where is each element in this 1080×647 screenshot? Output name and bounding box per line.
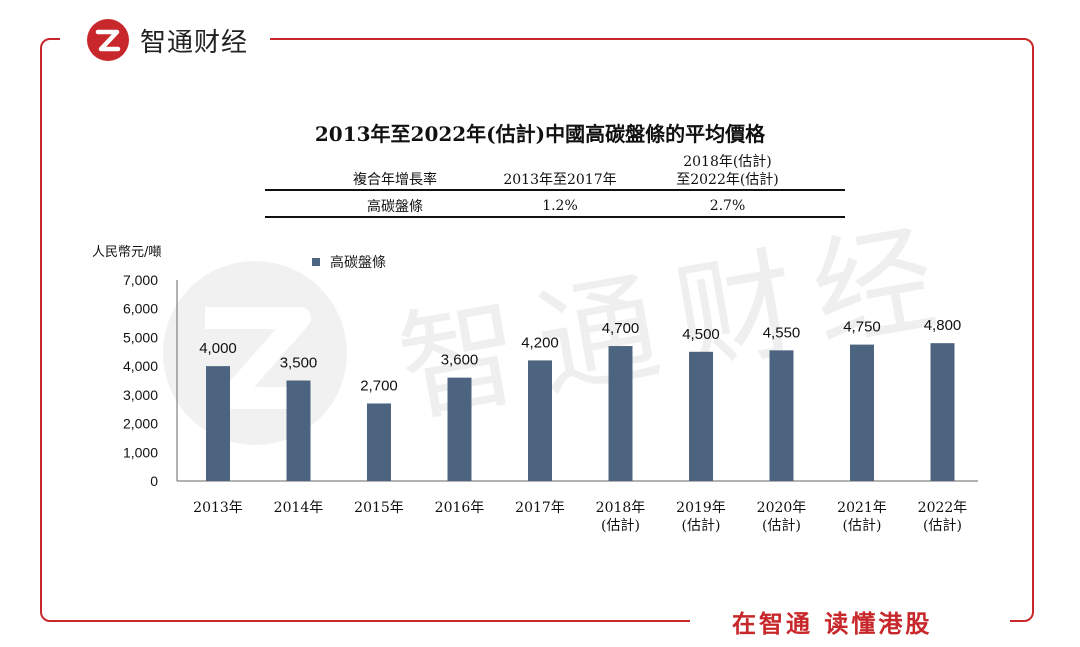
x-tick-label: 2014年 xyxy=(274,500,324,516)
bar xyxy=(206,366,230,481)
bar-value-label: 4,550 xyxy=(763,324,801,341)
bar xyxy=(447,377,472,481)
frame-gap-bottom xyxy=(690,610,1010,630)
bar-value-label: 4,800 xyxy=(924,317,962,334)
table-col2-header-line1: 2018年(估計) xyxy=(683,154,772,170)
table-rule-top xyxy=(265,189,845,191)
x-tick-label: (估計) xyxy=(843,518,882,534)
x-tick-label: (估計) xyxy=(682,518,721,534)
legend-label: 高碳盤條 xyxy=(330,255,386,271)
x-tick-label: (估計) xyxy=(601,518,640,534)
x-tick-label: 2020年 xyxy=(757,500,807,516)
x-tick-label: 2016年 xyxy=(435,500,485,516)
y-tick-label: 3,000 xyxy=(123,387,158,403)
bar-value-label: 4,000 xyxy=(199,340,237,357)
x-tick-label: 2013年 xyxy=(193,500,243,516)
bar xyxy=(528,360,552,481)
y-tick-label: 6,000 xyxy=(123,301,158,317)
table-col2-value: 2.7% xyxy=(709,198,746,214)
brand-slogan: 在智通 读懂港股 xyxy=(732,610,933,638)
chart-title: 2013年至2022年(估計)中國高碳盤條的平均價格 xyxy=(314,122,766,146)
x-tick-label: 2019年 xyxy=(676,500,726,516)
bar xyxy=(608,346,633,481)
card-frame xyxy=(40,38,1034,622)
bar xyxy=(769,350,794,481)
bar-value-label: 4,200 xyxy=(521,334,559,351)
bar xyxy=(367,403,391,481)
bar xyxy=(689,351,713,481)
x-tick-label: (估計) xyxy=(923,518,962,534)
bar xyxy=(286,380,311,481)
bar xyxy=(850,344,874,481)
x-tick-label: 2021年 xyxy=(837,500,887,516)
table-header-label: 複合年增長率 xyxy=(353,172,437,188)
y-tick-label: 4,000 xyxy=(123,358,158,374)
y-tick-label: 5,000 xyxy=(123,329,158,345)
bar xyxy=(930,343,955,481)
bar-value-label: 3,500 xyxy=(280,355,318,372)
bar-value-label: 4,750 xyxy=(843,319,881,336)
x-tick-label: 2018年 xyxy=(596,500,646,516)
brand-logo-icon xyxy=(87,19,129,61)
y-tick-label: 7,000 xyxy=(123,272,158,288)
legend-swatch xyxy=(312,258,320,266)
bar-value-label: 4,700 xyxy=(602,320,640,337)
table-col1-value: 1.2% xyxy=(542,198,578,214)
y-tick-label: 2,000 xyxy=(123,416,158,432)
x-tick-label: 2022年 xyxy=(918,500,968,516)
brand-logo[interactable]: 智通财经 xyxy=(86,18,248,62)
y-tick-label: 1,000 xyxy=(123,444,158,460)
table-row-label: 高碳盤條 xyxy=(367,199,423,215)
table-col1-header: 2013年至2017年 xyxy=(503,172,617,188)
x-tick-label: 2017年 xyxy=(515,500,565,516)
y-tick-label: 0 xyxy=(150,473,158,489)
bar-value-label: 3,600 xyxy=(441,352,479,369)
chart-legend: 高碳盤條 xyxy=(312,252,386,272)
bar-value-label: 4,500 xyxy=(682,326,720,343)
table-rule-bottom xyxy=(265,216,845,218)
brand-name: 智通财经 xyxy=(140,27,249,58)
x-tick-label: 2015年 xyxy=(354,500,404,516)
y-axis-label: 人民幣元/噸 xyxy=(92,245,162,260)
bar-value-label: 2,700 xyxy=(360,377,398,394)
table-col2-header-line2: 至2022年(估計) xyxy=(676,172,779,188)
x-tick-label: (估計) xyxy=(762,518,801,534)
